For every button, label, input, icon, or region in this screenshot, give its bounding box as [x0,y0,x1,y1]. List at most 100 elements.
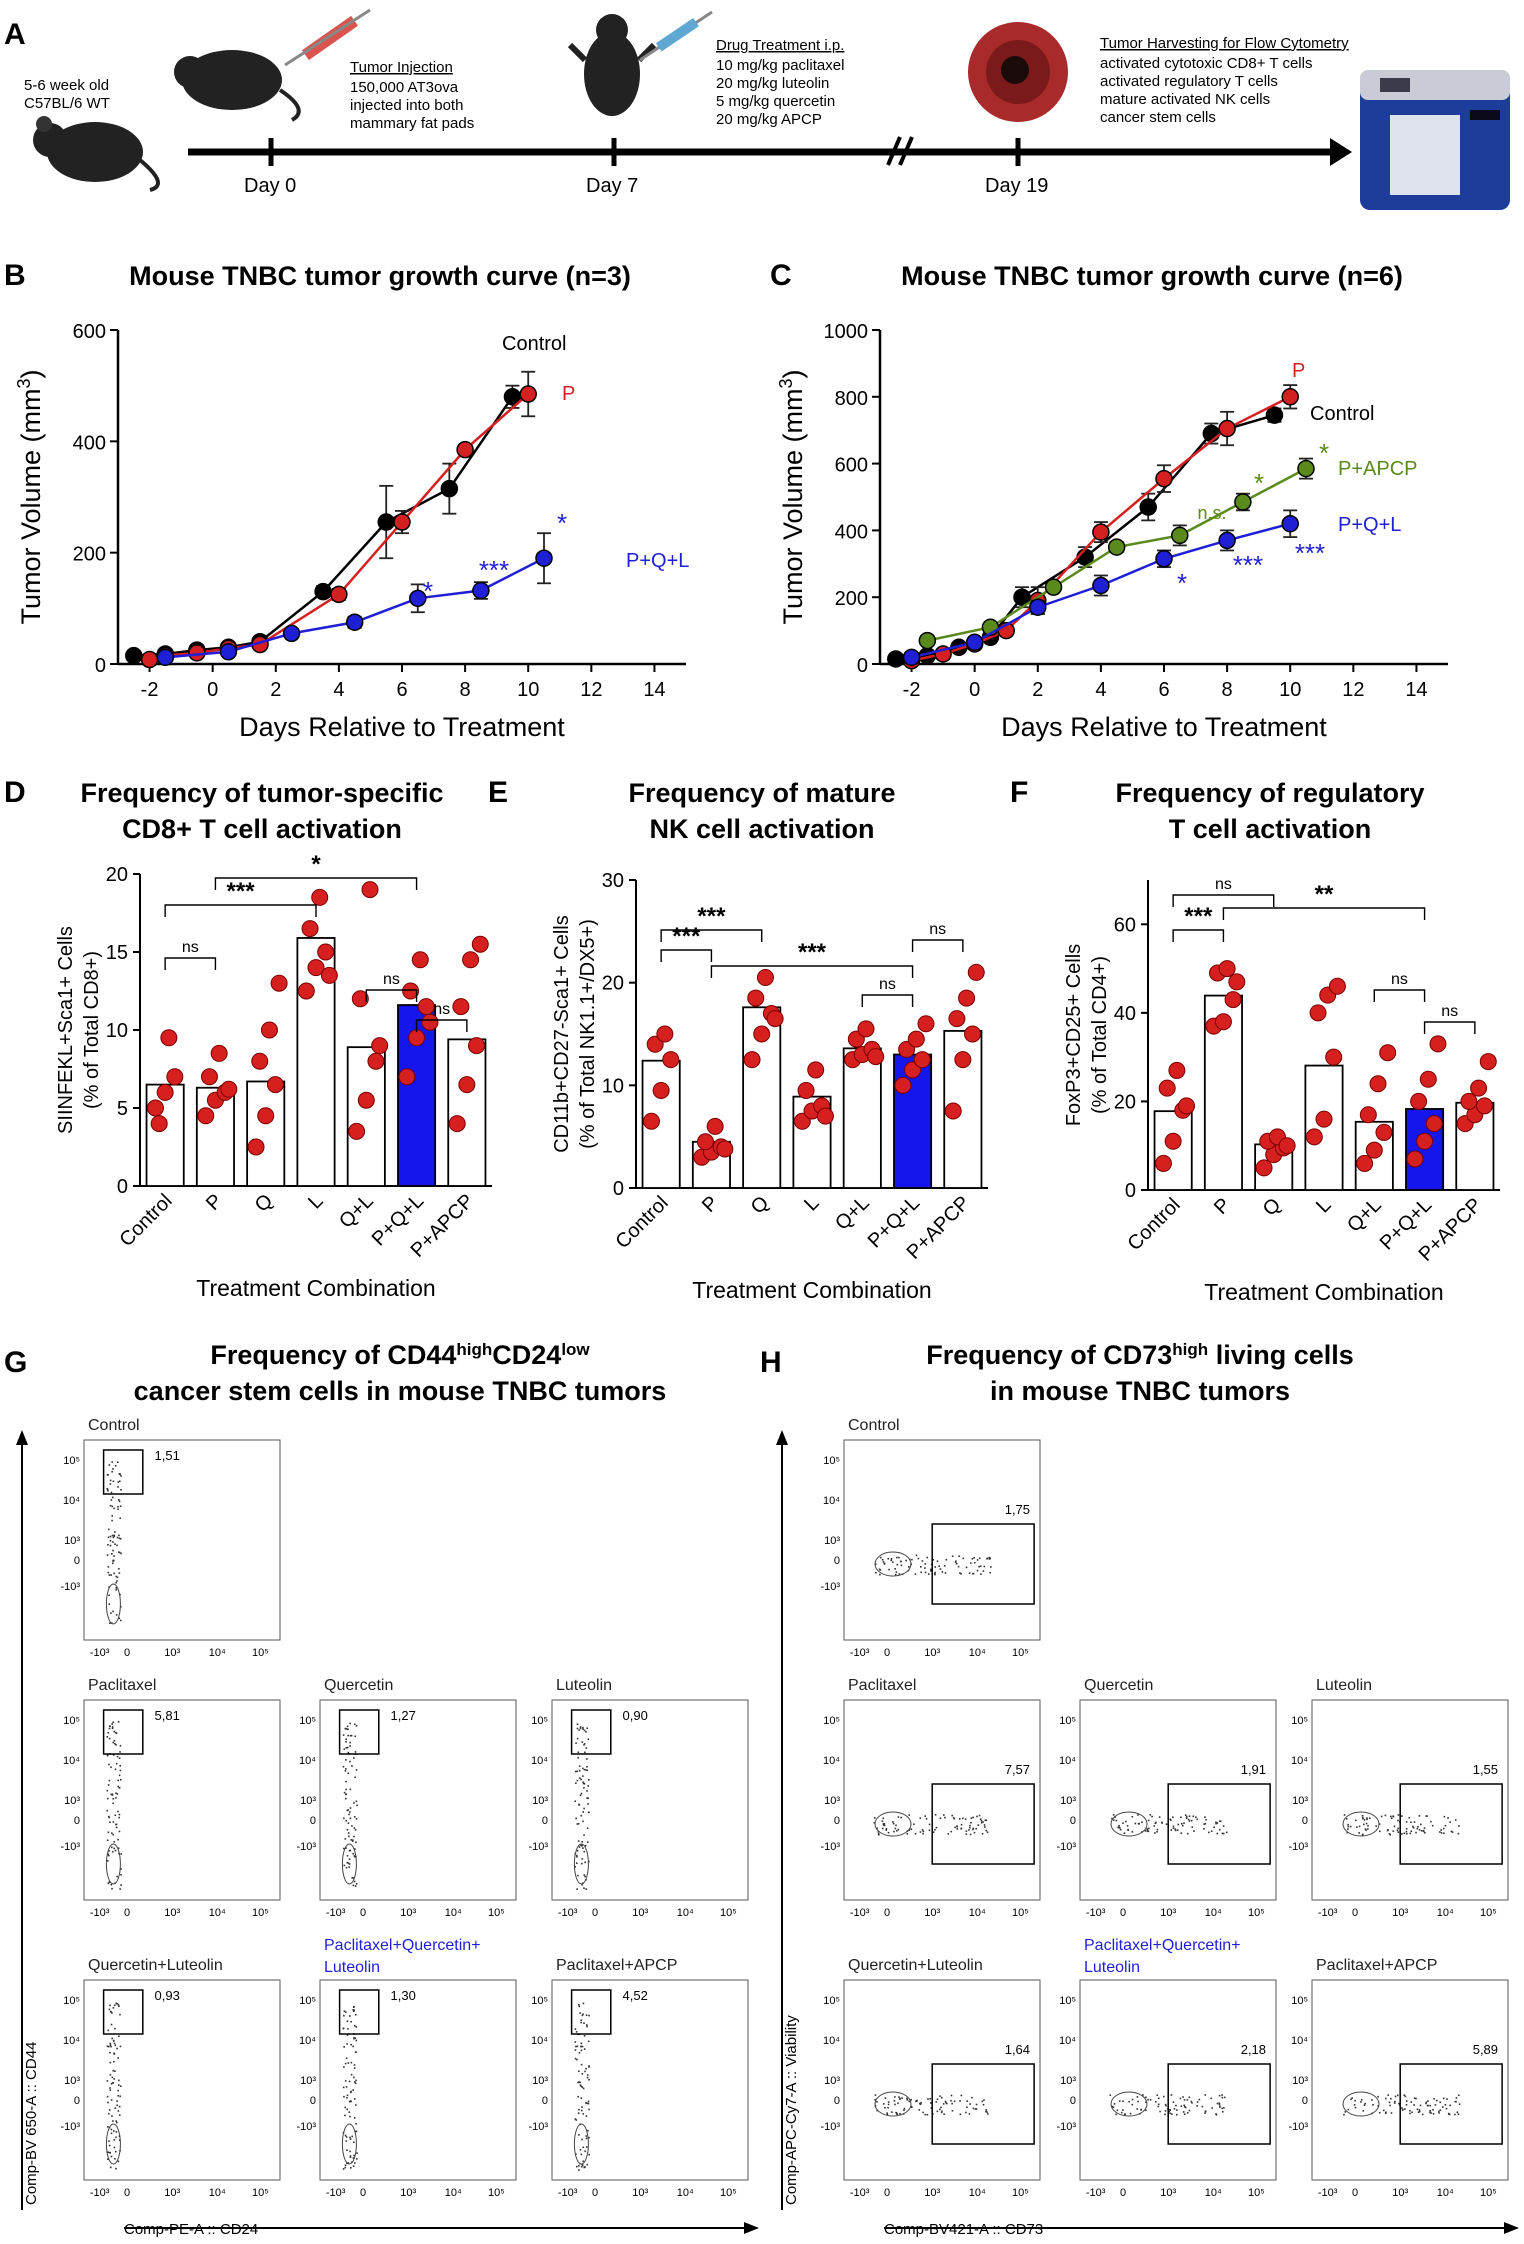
x-tick-label: Q [747,1192,774,1219]
svg-text:H: H [760,1346,782,1379]
event-dot [581,1883,583,1886]
x-tick-label: 10⁴ [677,1907,694,1919]
gate [931,1783,1035,1865]
event-dot [1119,1828,1122,1831]
event-dot [343,1864,346,1867]
event-dot [1392,1815,1395,1818]
event-dot [1183,2113,1186,2115]
event-dot [108,1850,110,1852]
event-dot [114,2044,117,2047]
event-dot [940,2111,943,2114]
event-dot [354,1751,357,1753]
gate [931,2063,1035,2145]
event-dot [1223,2106,1225,2109]
significance-mark: * [1177,568,1187,598]
event-dot [1172,2101,1175,2103]
event-dot [115,1743,117,1746]
event-dot [110,2128,113,2131]
x-tick-label: 0 [592,2187,598,2199]
event-dot [353,1880,356,1883]
event-dot [118,1500,121,1503]
event-dot [346,1861,349,1864]
gate [102,1709,144,1755]
event-dot [586,1769,588,1772]
event-dot [926,1556,928,1559]
event-dot [1180,1832,1183,1834]
data-point [965,633,984,652]
x-tick-label: 0 [360,2187,366,2199]
event-dot [910,2098,912,2101]
event-dot [1145,2101,1147,2103]
x-tick-label: -10³ [326,2187,346,2199]
significance-label: ** [1315,881,1334,908]
event-dot [344,1770,347,1772]
event-dot [1210,1830,1213,1833]
event-dot [350,2020,352,2023]
event-dot [587,1803,589,1805]
data-point [220,1080,238,1098]
event-dot [1218,2105,1221,2107]
event-dot [588,2065,590,2067]
event-dot [908,1829,911,1831]
event-dot [964,1818,967,1820]
series-label: Control [1310,403,1374,425]
event-dot [578,2165,580,2167]
event-dot [353,2117,356,2119]
x-tick-label: 4 [1095,679,1106,701]
data-point [753,1025,771,1043]
data-point [393,513,411,531]
event-dot [576,1737,579,1740]
event-dot [959,1572,961,1574]
series-label: P+Q+L [626,550,689,572]
event-dot [1411,2111,1413,2114]
event-dot [579,2081,581,2084]
event-dot [1362,2110,1365,2112]
x-tick-label: -10³ [850,2187,870,2199]
event-dot [111,1726,114,1728]
event-dot [1415,2097,1417,2100]
event-dot [576,2165,578,2168]
event-dot [109,2004,111,2007]
event-dot [112,1559,115,1562]
event-dot [1131,1815,1134,1818]
gate-percentage: 1,30 [391,1988,416,2003]
event-dot [882,1824,885,1826]
event-dot [114,2107,117,2109]
event-dot [1420,1823,1422,1826]
event-dot [898,1573,901,1575]
plot-frame [1079,1699,1277,1901]
event-dot [922,1830,925,1833]
flow-plot: Quercetin+Luteolin0,9310⁵10⁴10³0-10³-10³… [60,1957,281,2199]
event-dot [117,1779,119,1782]
x-tick-label: 10 [517,679,539,701]
event-dot [343,2014,345,2017]
event-dot [1385,2111,1387,2114]
event-dot [874,2094,877,2096]
gate [102,1989,144,2035]
event-dot [113,1739,116,1742]
event-dot [984,1819,987,1822]
event-dot [344,2011,347,2014]
x-tick-label: -10³ [1086,1907,1106,1919]
event-dot [111,1515,114,1517]
event-dot [587,1785,590,1787]
x-tick-label: 0 [207,679,218,701]
event-dot [116,1536,119,1539]
event-dot [588,1811,590,1814]
event-dot [1185,1817,1188,1820]
event-dot [586,2074,589,2076]
event-dot [1390,2112,1393,2114]
event-dot [1176,1829,1179,1832]
event-dot [344,1797,347,1800]
gate-percentage: 0,93 [155,1988,180,2003]
event-dot [1432,2108,1434,2111]
event-dot [111,1846,113,1849]
event-dot [116,1461,119,1464]
event-dot [346,2149,348,2152]
event-dot [891,1561,894,1563]
significance-bracket [911,939,964,952]
x-tick-label: 0 [1120,1907,1126,1919]
event-dot [985,1829,988,1832]
event-dot [118,1567,120,1570]
x-tick-label: 10³ [924,1647,940,1659]
